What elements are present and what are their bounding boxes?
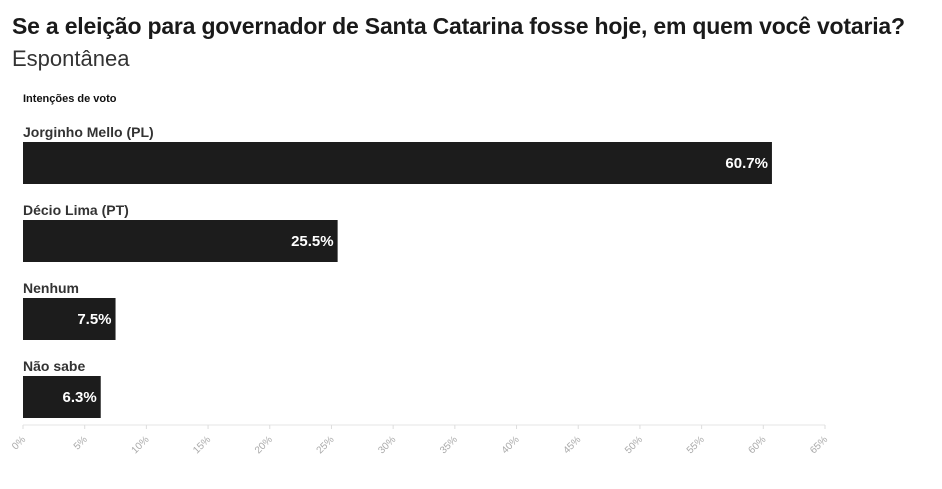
- x-tick-label: 65%: [808, 434, 830, 456]
- x-tick-label: 45%: [561, 434, 583, 456]
- category-label: Não sabe: [23, 358, 85, 374]
- category-label: Jorginho Mello (PL): [23, 124, 154, 140]
- bar: [23, 376, 101, 418]
- x-tick-label: 10%: [130, 434, 152, 456]
- x-tick-label: 0%: [10, 434, 28, 452]
- category-label: Décio Lima (PT): [23, 202, 129, 218]
- data-label: 25.5%: [291, 233, 334, 250]
- x-tick-label: 50%: [623, 434, 645, 456]
- x-tick-label: 25%: [315, 434, 337, 456]
- x-tick-label: 55%: [685, 434, 707, 456]
- x-tick-label: 35%: [438, 434, 460, 456]
- data-label: 7.5%: [77, 311, 111, 328]
- x-tick-label: 20%: [253, 434, 275, 456]
- x-tick-label: 40%: [500, 434, 522, 456]
- x-tick-label: 30%: [376, 434, 398, 456]
- chart-subtitle: Espontânea: [12, 46, 130, 71]
- category-label: Nenhum: [23, 280, 79, 296]
- x-tick-label: 60%: [746, 434, 768, 456]
- chart-title: Se a eleição para governador de Santa Ca…: [12, 13, 905, 39]
- legend-label: Intenções de voto: [23, 93, 117, 105]
- bar: [23, 220, 338, 262]
- bar: [23, 142, 772, 184]
- data-label: 60.7%: [725, 155, 768, 172]
- x-tick-label: 5%: [72, 434, 90, 452]
- data-label: 6.3%: [63, 389, 97, 406]
- bar: [23, 298, 116, 340]
- x-tick-label: 15%: [191, 434, 213, 456]
